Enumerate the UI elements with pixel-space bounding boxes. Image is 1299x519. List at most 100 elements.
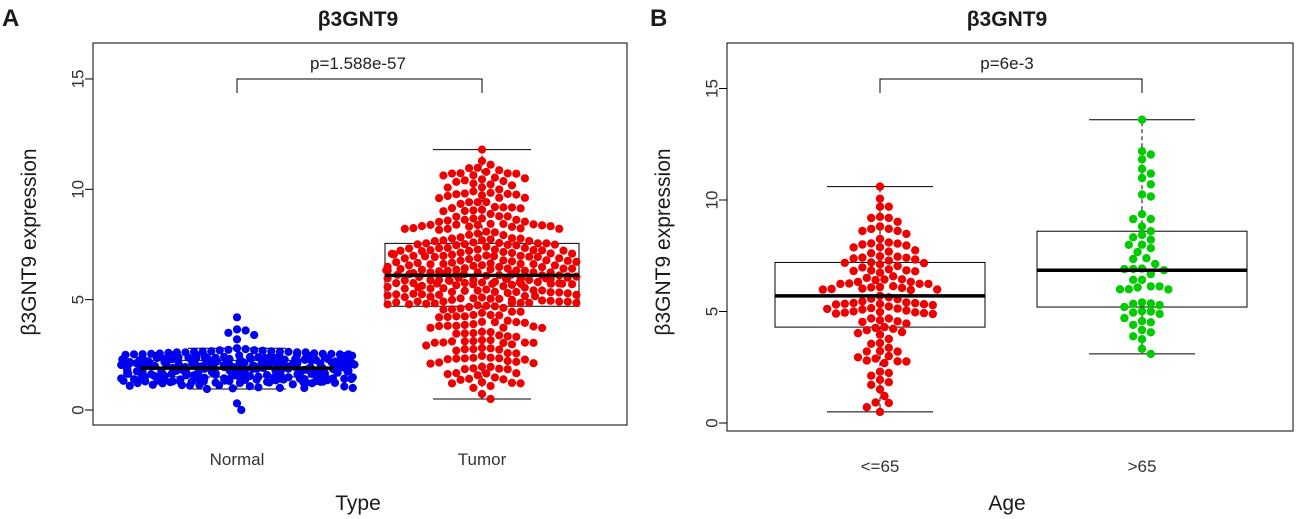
data-point xyxy=(495,365,503,373)
data-point xyxy=(504,365,512,373)
data-point xyxy=(920,309,928,317)
data-point xyxy=(130,350,138,358)
data-point xyxy=(487,344,495,352)
bracket-path xyxy=(237,79,482,93)
data-point xyxy=(331,379,339,387)
data-point xyxy=(1147,180,1155,188)
data-point xyxy=(405,300,413,308)
data-point xyxy=(521,194,529,202)
data-point xyxy=(250,331,258,339)
data-point xyxy=(186,382,194,390)
data-point xyxy=(531,292,539,300)
panel-a: A β3GNT9 Type β3GNT9 expression 051015 N… xyxy=(2,5,627,515)
data-point xyxy=(504,190,512,198)
data-point xyxy=(542,239,550,247)
data-point xyxy=(902,319,910,327)
data-point xyxy=(478,318,486,326)
data-point xyxy=(491,174,499,182)
data-point xyxy=(538,296,546,304)
data-point xyxy=(284,348,292,356)
data-point xyxy=(444,192,452,200)
data-point xyxy=(885,265,893,273)
data-point xyxy=(1138,210,1146,218)
data-point xyxy=(401,254,409,262)
data-point xyxy=(876,339,884,347)
data-point xyxy=(885,247,893,255)
data-point xyxy=(435,244,443,252)
panel-a-x-axis: Normal Tumor xyxy=(210,450,507,469)
data-point xyxy=(482,286,490,294)
data-point xyxy=(525,276,533,284)
data-point xyxy=(876,385,884,393)
data-point xyxy=(538,221,546,229)
data-point xyxy=(448,204,456,212)
data-point xyxy=(418,222,426,230)
data-point xyxy=(512,318,520,326)
data-point xyxy=(169,377,177,385)
data-point xyxy=(867,381,875,389)
data-point xyxy=(867,314,875,322)
data-point xyxy=(1129,255,1137,263)
data-point xyxy=(414,240,422,248)
data-point xyxy=(504,169,512,177)
data-point xyxy=(299,378,307,386)
panel-b-title: β3GNT9 xyxy=(967,8,1048,31)
data-point xyxy=(426,260,434,268)
data-point xyxy=(474,221,482,229)
b-x-tick-label: >65 xyxy=(1128,457,1157,476)
data-point xyxy=(854,329,862,337)
data-point xyxy=(1147,215,1155,223)
data-point xyxy=(474,198,482,206)
data-point xyxy=(457,233,465,241)
data-point xyxy=(435,194,443,202)
data-point xyxy=(439,260,447,268)
data-point xyxy=(907,286,915,294)
data-point xyxy=(487,220,495,228)
data-point xyxy=(521,356,529,364)
data-point xyxy=(457,200,465,208)
data-point xyxy=(390,250,398,258)
data-point xyxy=(149,381,157,389)
data-point xyxy=(461,189,469,197)
data-point xyxy=(893,347,901,355)
data-point xyxy=(521,244,529,252)
data-point xyxy=(1125,241,1133,249)
data-point xyxy=(495,311,503,319)
data-point xyxy=(871,398,879,406)
data-point xyxy=(125,359,133,367)
data-point xyxy=(250,346,258,354)
data-point xyxy=(242,326,250,334)
data-point xyxy=(1120,314,1128,322)
data-point xyxy=(885,344,893,352)
data-point xyxy=(876,269,884,277)
data-point xyxy=(1116,285,1124,293)
data-point xyxy=(448,288,456,296)
data-point xyxy=(469,329,477,337)
data-point xyxy=(392,279,400,287)
data-point xyxy=(1129,300,1137,308)
data-point xyxy=(885,203,893,211)
data-point xyxy=(452,266,460,274)
data-point xyxy=(487,328,495,336)
a-x-tick-label: Tumor xyxy=(458,450,507,469)
data-point xyxy=(444,355,452,363)
data-point xyxy=(504,332,512,340)
data-point xyxy=(1138,317,1146,325)
data-point xyxy=(491,278,499,286)
data-point xyxy=(340,375,348,383)
data-point xyxy=(452,312,460,320)
data-point xyxy=(1138,147,1146,155)
data-point xyxy=(929,310,937,318)
data-point xyxy=(907,278,915,286)
data-point xyxy=(495,354,503,362)
data-point xyxy=(521,292,529,300)
data-point xyxy=(555,298,563,306)
data-point xyxy=(418,290,426,298)
data-point xyxy=(512,288,520,296)
data-point xyxy=(426,246,434,254)
panel-b-plot-frame xyxy=(727,43,1293,431)
data-point xyxy=(841,259,849,267)
data-point xyxy=(414,259,422,267)
data-point xyxy=(409,252,417,260)
data-point xyxy=(876,252,884,260)
